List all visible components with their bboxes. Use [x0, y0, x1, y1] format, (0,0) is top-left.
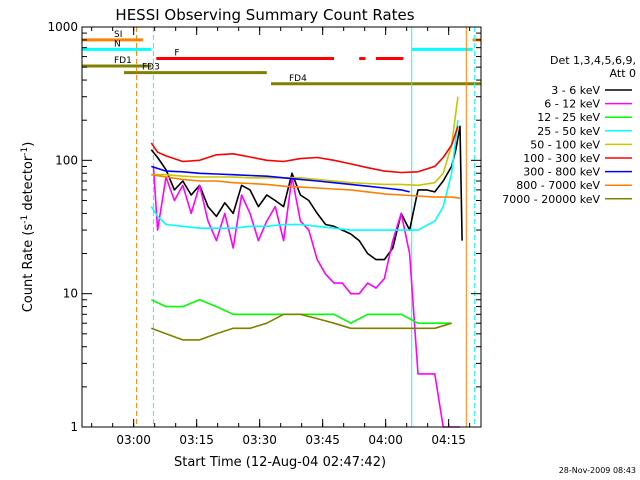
- y-axis-label-sup: -1: [20, 215, 30, 224]
- x-tick-label: 03:45: [305, 433, 340, 447]
- legend-label: 50 - 100 keV: [530, 138, 600, 151]
- series-line: [151, 313, 452, 341]
- flag-label: FD3: [142, 63, 160, 73]
- flag-label: F: [174, 49, 179, 59]
- series-line: [150, 120, 459, 231]
- flag-label: FD4: [289, 74, 307, 84]
- flag-label: SI: [114, 30, 122, 40]
- y-axis-label-part: ): [21, 142, 36, 147]
- x-tick-label: 03:00: [116, 433, 151, 447]
- legend-label: 6 - 12 keV: [544, 98, 600, 111]
- flag-label: FD1: [114, 56, 132, 66]
- legend-label: 800 - 7000 keV: [516, 179, 600, 192]
- timestamp: 28-Nov-2009 08:43: [559, 466, 636, 475]
- x-tick-label: 04:00: [368, 433, 403, 447]
- legend-label: 300 - 800 keV: [523, 166, 600, 179]
- series-line: [150, 126, 459, 174]
- series-line: [151, 96, 459, 187]
- event-markers: [136, 27, 476, 427]
- x-tick-label: 03:15: [179, 433, 214, 447]
- series-line: [150, 298, 452, 325]
- y-axis-ticks: 1 10 100 1000: [47, 20, 481, 434]
- x-axis-label: Start Time (12-Aug-04 02:47:42): [174, 455, 386, 470]
- y-tick-label: 10: [63, 287, 78, 301]
- series-line: [150, 125, 463, 261]
- legend-title-line-2: Att 0: [610, 67, 636, 80]
- series-lines: [150, 96, 463, 428]
- series-line: [151, 165, 410, 193]
- y-tick-label: 1000: [47, 20, 78, 34]
- y-axis-label-part: detector: [21, 155, 36, 215]
- y-axis-label-part: Count Rate (s: [21, 224, 36, 313]
- chart-title: HESSI Observing Summary Count Rates: [115, 6, 414, 24]
- y-axis-label: Count Rate (s-1 detector-1): [20, 142, 36, 313]
- legend-label: 7000 - 20000 keV: [502, 193, 600, 206]
- y-axis-label-sup: -1: [20, 147, 30, 156]
- y-tick-label: 100: [55, 153, 78, 167]
- x-axis-ticks: 03:00 03:15 03:30 03:45 04:00 04:15: [91, 27, 471, 447]
- x-tick-label: 04:15: [431, 433, 466, 447]
- legend-title-line-1: Det 1,3,4,5,6,9,: [550, 54, 636, 67]
- legend-label: 12 - 25 keV: [537, 111, 600, 124]
- flag-label: N: [114, 39, 121, 49]
- legend-label: 3 - 6 keV: [551, 84, 600, 97]
- observing-flags: SIN F FD1 FD3 FD4: [82, 30, 481, 86]
- legend-label: 100 - 300 keV: [523, 152, 600, 165]
- y-tick-label: 1: [70, 420, 78, 434]
- x-tick-label: 03:30: [242, 433, 277, 447]
- plot-frame: [81, 26, 482, 428]
- legend-label: 25 - 50 keV: [537, 125, 600, 138]
- series-line: [151, 173, 461, 199]
